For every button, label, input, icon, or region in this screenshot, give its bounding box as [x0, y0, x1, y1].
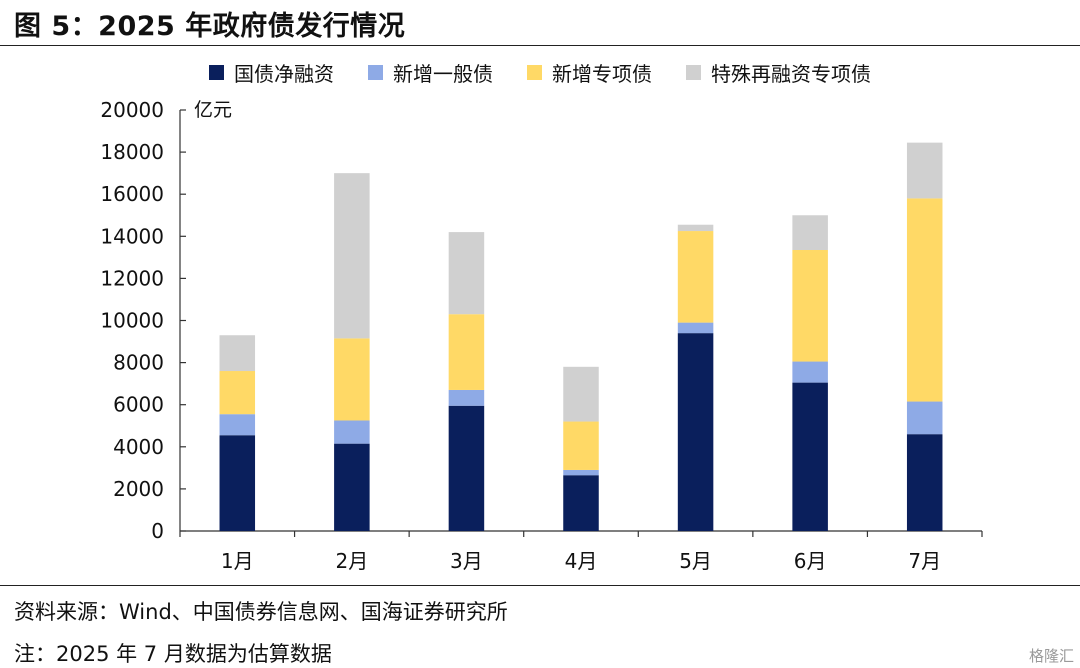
stacked-bar-chart: 0 2000 4000 6000 8000 10000 12000 14000 16000 180… — [100, 98, 983, 573]
legend-label-1: 新增一般债 — [393, 62, 493, 86]
bar-2-0 — [219, 371, 256, 415]
bar-2-2 — [448, 314, 485, 390]
y-tick-label-3: 6000 — [113, 393, 164, 417]
y-tick-label-10: 20000 — [100, 98, 164, 122]
bar-1-5 — [792, 361, 828, 383]
bar-3-4 — [677, 224, 714, 232]
bar-3-5 — [792, 215, 828, 250]
bar-1-0 — [219, 414, 256, 436]
legend-item-3: 特殊再融资专项债 — [686, 58, 871, 87]
y-tick-label-6: 12000 — [100, 266, 164, 290]
legend-swatch-0 — [209, 65, 224, 80]
x-tick-label-3: 4月 — [565, 549, 598, 573]
bar-2-5 — [792, 249, 828, 362]
y-tick-label-2: 4000 — [113, 435, 164, 459]
y-tick-label-9: 18000 — [100, 140, 164, 164]
y-tick-label-1: 2000 — [113, 477, 164, 501]
chart-legend: 国债净融资 新增一般债 新增专项债 特殊再融资专项债 — [0, 58, 1080, 87]
x-tick-label-2: 3月 — [450, 549, 483, 573]
figure-title: 图 5：2025 年政府债发行情况 — [14, 11, 406, 42]
source-note: 资料来源：Wind、中国债券信息网、国海证券研究所 — [14, 600, 508, 624]
bar-0-5 — [792, 382, 828, 531]
y-tick-label-0: 0 — [151, 519, 164, 543]
bottom-rule — [0, 585, 1080, 586]
y-tick-label-5: 10000 — [100, 309, 164, 333]
x-tick-label-5: 6月 — [794, 549, 827, 573]
bar-1-3 — [563, 469, 599, 476]
legend-item-0: 国债净融资 — [209, 58, 334, 87]
legend-swatch-3 — [686, 65, 701, 80]
top-rule — [0, 45, 1080, 46]
bar-3-6 — [906, 142, 943, 199]
x-tick-label-1: 2月 — [335, 549, 368, 573]
bar-1-1 — [334, 420, 370, 444]
bar-0-6 — [906, 434, 943, 531]
bar-1-6 — [906, 401, 943, 435]
bar-0-4 — [677, 333, 714, 531]
bar-0-1 — [334, 443, 370, 531]
bar-1-4 — [677, 322, 714, 334]
y-tick-label-7: 14000 — [100, 224, 164, 248]
legend-item-1: 新增一般债 — [368, 58, 493, 87]
legend-item-2: 新增专项债 — [527, 58, 652, 87]
bar-3-0 — [219, 335, 256, 372]
bar-2-6 — [906, 198, 943, 402]
bar-2-1 — [334, 338, 370, 421]
legend-swatch-1 — [368, 65, 383, 80]
x-tick-label-4: 5月 — [679, 549, 712, 573]
bar-2-4 — [677, 231, 714, 323]
bar-0-3 — [563, 475, 599, 531]
y-unit-label: 亿元 — [194, 99, 232, 121]
bar-1-2 — [448, 389, 485, 406]
legend-label-2: 新增专项债 — [552, 62, 652, 86]
bar-3-1 — [334, 173, 370, 339]
y-tick-label-8: 16000 — [100, 182, 164, 206]
legend-label-0: 国债净融资 — [234, 62, 334, 86]
x-tick-label-0: 1月 — [221, 549, 254, 573]
bar-2-3 — [563, 421, 599, 470]
legend-swatch-2 — [527, 65, 542, 80]
bar-0-0 — [219, 435, 256, 531]
bar-0-2 — [448, 405, 485, 531]
footnote: 注：2025 年 7 月数据为估算数据 — [14, 642, 332, 666]
legend-label-3: 特殊再融资专项债 — [711, 62, 871, 86]
x-tick-label-6: 7月 — [908, 549, 941, 573]
watermark-logo: 格隆汇 — [1028, 647, 1074, 665]
bar-3-3 — [563, 366, 599, 422]
bar-3-2 — [448, 232, 485, 315]
y-tick-label-4: 8000 — [113, 351, 164, 375]
